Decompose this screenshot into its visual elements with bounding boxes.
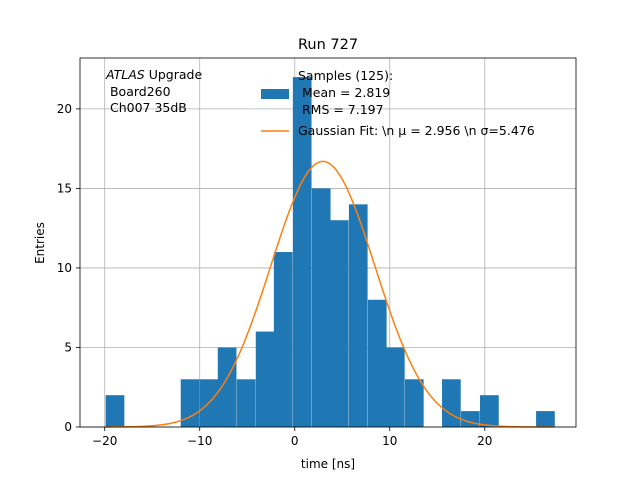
y-tick-label: 15 <box>57 181 72 195</box>
x-tick-label: 20 <box>477 434 492 448</box>
legend-samples-swatch <box>261 89 289 99</box>
annotation-upgrade: Upgrade <box>145 67 203 82</box>
histogram-bar <box>461 411 480 427</box>
atlas-annotation: ATLAS Upgrade Board260 Ch007 35dB <box>105 67 202 115</box>
histogram-bar <box>217 347 237 427</box>
histogram-bar <box>480 395 499 427</box>
histogram-bar <box>348 204 368 427</box>
x-axis-label: time [ns] <box>301 457 355 471</box>
y-axis-label: Entries <box>33 222 47 264</box>
histogram-bar <box>329 220 349 427</box>
y-axis-ticks: 0 5 10 15 20 <box>57 102 80 434</box>
y-tick-label: 20 <box>57 102 72 116</box>
annotation-line-1: ATLAS Upgrade <box>105 67 202 82</box>
histogram-bar <box>105 395 125 427</box>
legend-samples-line-1: Samples (125): <box>298 68 393 83</box>
legend: Samples (125): Mean = 2.819 RMS = 7.197 … <box>261 68 535 138</box>
x-tick-label: −10 <box>187 434 212 448</box>
annotation-line-2: Board260 <box>106 84 171 99</box>
histogram-bar <box>536 411 555 427</box>
x-tick-label: −20 <box>92 434 117 448</box>
y-tick-label: 5 <box>64 340 72 354</box>
gaussian-fit-curve <box>105 160 555 428</box>
x-tick-label: 10 <box>382 434 397 448</box>
legend-samples-line-2: Mean = 2.819 <box>298 85 390 100</box>
plot-frame <box>79 57 577 428</box>
histogram-bar <box>273 252 293 427</box>
histogram-bar <box>311 188 331 427</box>
histogram-bars <box>105 77 555 427</box>
y-tick-label: 0 <box>64 420 72 434</box>
histogram-bar <box>292 77 312 427</box>
x-tick-label: 0 <box>291 434 299 448</box>
annotation-atlas: ATLAS <box>105 67 145 82</box>
histogram-bar <box>442 379 461 427</box>
chart-title: Run 727 <box>298 37 358 53</box>
histogram-bar <box>180 379 200 427</box>
histogram-bar <box>385 347 405 427</box>
legend-samples-line-3: RMS = 7.197 <box>298 102 384 117</box>
y-tick-label: 10 <box>57 261 72 275</box>
histogram-bar <box>236 379 256 427</box>
x-axis-ticks: −20 −10 0 10 20 <box>92 427 492 448</box>
legend-fit-label: Gaussian Fit: \n μ = 2.956 \n σ=5.476 <box>298 123 535 138</box>
histogram-bar <box>255 331 275 427</box>
annotation-line-3: Ch007 35dB <box>106 100 187 115</box>
histogram-bar <box>367 299 387 427</box>
histogram-bar <box>404 379 424 427</box>
